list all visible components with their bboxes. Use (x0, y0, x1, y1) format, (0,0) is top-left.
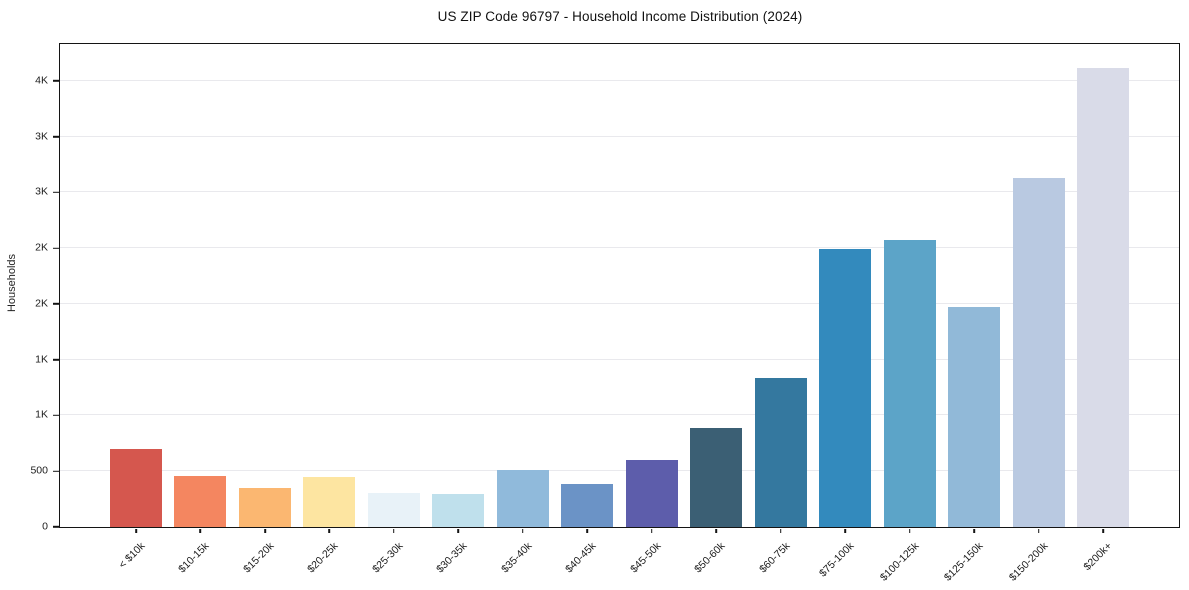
bar-$150-200k (1012, 177, 1065, 527)
x-tick (264, 528, 266, 533)
x-tick-label: $100-125k (877, 540, 922, 584)
gridline-3500 (60, 135, 1179, 137)
gridline-3000 (60, 191, 1179, 193)
y-tick-label: 0 (42, 520, 48, 533)
y-tick (52, 191, 59, 194)
x-tick (199, 528, 202, 533)
gridline-2500 (60, 247, 1179, 249)
x-tick-label: $25-30k (370, 540, 406, 576)
x-tick-label: $15-20k (241, 540, 277, 576)
y-tick (52, 470, 59, 473)
x-tick-label: $200k+ (1081, 540, 1115, 574)
x-tick (908, 528, 911, 533)
gridline-1000 (60, 414, 1179, 416)
x-tick-label: $75-100k (817, 540, 857, 580)
x-tick-label: $35-40k (498, 540, 535, 576)
gridline-500 (60, 470, 1179, 472)
y-tick (52, 303, 59, 305)
y-tick (52, 135, 59, 138)
bar-$75-100k (819, 248, 872, 527)
y-tick-label: 3K (35, 185, 48, 198)
y-tick (52, 80, 59, 82)
bar-$25-30k (367, 492, 420, 527)
x-tick (779, 528, 782, 533)
bar-$100-125k (883, 240, 936, 527)
gridline-4000 (60, 79, 1179, 81)
y-tick-label: 500 (30, 464, 48, 477)
gridline-1500 (60, 358, 1179, 360)
bar-$50-60k (690, 428, 743, 527)
y-tick-label: 2K (35, 241, 48, 254)
y-tick (52, 526, 59, 528)
x-tick (1037, 528, 1040, 533)
bar-$35-40k (496, 469, 549, 527)
bar-$15-20k (238, 487, 291, 527)
y-tick (52, 358, 59, 361)
x-tick-label: $150-200k (1006, 540, 1051, 584)
y-tick-label: 1K (35, 408, 48, 421)
x-tick (393, 528, 395, 533)
x-tick (586, 528, 589, 533)
x-tick-label: $45-50k (627, 540, 664, 576)
x-tick (844, 528, 846, 533)
x-tick (328, 528, 331, 533)
bar-$10-15k (174, 476, 227, 527)
y-tick (52, 247, 59, 249)
bar-$20-25k (303, 477, 356, 527)
x-tick-label: $50-60k (692, 540, 728, 576)
y-tick-label: 3K (35, 129, 48, 142)
y-tick-label: 1K (35, 353, 48, 366)
chart-title: US ZIP Code 96797 - Household Income Dis… (437, 9, 803, 24)
x-tick-label: $20-25k (305, 540, 341, 576)
y-tick-label: 4K (35, 74, 48, 87)
plot-area: 0 500 1K 1K 2K 2K 3K 3K 4K (30, 43, 1180, 533)
x-tick-label: $10-15k (176, 540, 212, 576)
x-tick-label: $125-150k (941, 540, 986, 584)
y-tick (52, 414, 59, 417)
x-tick (457, 528, 460, 533)
gridline-2000 (60, 302, 1179, 304)
x-axis-labels: < $10k $10-15k $15-20k $20-25k $25-30k $30-35… (59, 527, 1178, 587)
x-tick (522, 528, 524, 533)
bar-$40-45k (561, 483, 614, 527)
y-axis-label: Households (6, 253, 18, 313)
x-tick (650, 528, 653, 533)
bar-$30-35k (432, 493, 485, 527)
x-tick-label: $60-75k (756, 540, 793, 576)
bar-$45-50k (625, 459, 678, 527)
x-tick-label: < $10k (116, 540, 148, 571)
bar-$60-75k (754, 378, 807, 527)
x-tick-label: $30-35k (434, 540, 470, 576)
x-tick-label: $40-45k (563, 540, 599, 576)
x-tick (715, 528, 717, 533)
y-tick-label: 2K (35, 297, 48, 310)
x-tick (135, 528, 137, 533)
x-tick (1102, 528, 1104, 533)
bar-$200k+ (1077, 67, 1129, 527)
x-tick (973, 528, 975, 533)
bar-< $10k (110, 448, 162, 527)
bar-$125-150k (948, 307, 1001, 527)
